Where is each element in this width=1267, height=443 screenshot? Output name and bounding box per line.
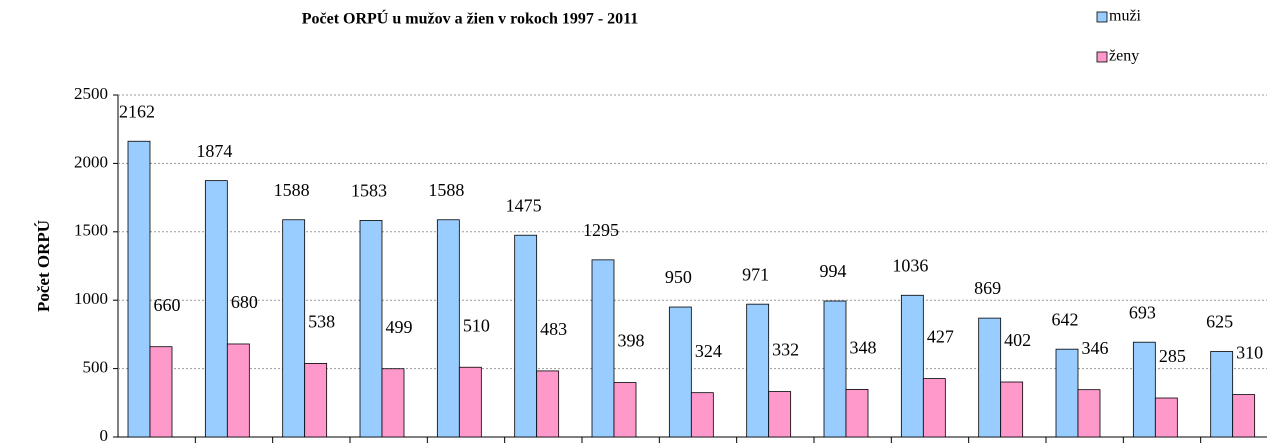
- bar: [204, 180, 228, 438]
- value-label: 483: [540, 319, 567, 339]
- value-label: 1475: [506, 195, 542, 215]
- legend-swatch: [1096, 11, 1108, 23]
- value-label: 348: [850, 338, 877, 358]
- value-label: 427: [927, 327, 954, 347]
- value-label: 1036: [892, 255, 928, 275]
- bar: [823, 300, 847, 438]
- bar: [458, 366, 482, 438]
- bar: [1154, 397, 1178, 438]
- value-label: 510: [463, 315, 490, 335]
- bar: [746, 303, 770, 438]
- y-tick-label: 2500: [74, 84, 108, 103]
- bar: [768, 391, 792, 438]
- value-label: 869: [974, 278, 1001, 298]
- legend-label: ženy: [1109, 48, 1139, 65]
- value-label: 660: [154, 295, 181, 315]
- value-label: 971: [742, 264, 769, 284]
- bar: [690, 392, 714, 438]
- bar: [1132, 341, 1156, 438]
- bar: [978, 317, 1002, 438]
- value-label: 346: [1082, 338, 1109, 358]
- chart-title: Počet ORPÚ u mužov a žien v rokoch 1997 …: [302, 9, 639, 28]
- value-label: 950: [665, 267, 692, 287]
- bar: [1055, 348, 1079, 438]
- value-label: 625: [1206, 312, 1233, 332]
- value-label: 1874: [196, 141, 232, 161]
- value-label: 642: [1052, 309, 1079, 329]
- bar: [381, 368, 405, 438]
- bar: [1077, 389, 1101, 438]
- bar: [845, 388, 869, 438]
- bar: [226, 343, 250, 438]
- legend-label: muži: [1109, 8, 1142, 25]
- y-axis-label: Počet ORPÚ: [34, 220, 53, 312]
- value-label: 332: [772, 340, 799, 360]
- bar: [922, 378, 946, 438]
- bar: [359, 220, 383, 438]
- bar: [900, 294, 924, 438]
- value-label: 1295: [583, 220, 619, 240]
- bar: [591, 259, 615, 438]
- bar: [1000, 381, 1024, 438]
- bar: [149, 346, 173, 438]
- y-tick-label: 0: [100, 426, 109, 443]
- value-label: 994: [820, 261, 847, 281]
- value-label: 310: [1236, 343, 1263, 363]
- value-label: 499: [386, 317, 413, 337]
- value-label: 402: [1004, 330, 1031, 350]
- value-label: 398: [618, 331, 645, 351]
- bar: [668, 306, 692, 438]
- value-label: 1583: [351, 181, 387, 201]
- value-label: 324: [695, 341, 722, 361]
- value-label: 693: [1129, 302, 1156, 322]
- y-tick-label: 1000: [74, 289, 108, 308]
- value-label: 680: [231, 292, 258, 312]
- value-label: 2162: [119, 101, 155, 121]
- bar: [514, 234, 538, 438]
- y-tick-label: 1500: [74, 221, 108, 240]
- bar: [127, 140, 151, 438]
- y-tick-label: 2000: [74, 152, 108, 171]
- bar: [282, 219, 306, 438]
- bar: [536, 370, 560, 438]
- bar: [613, 382, 637, 438]
- legend-swatch: [1096, 51, 1108, 63]
- bar: [436, 219, 460, 438]
- value-label: 285: [1159, 346, 1186, 366]
- bar: [1210, 351, 1234, 438]
- value-label: 1588: [428, 180, 464, 200]
- value-label: 538: [308, 312, 335, 332]
- bar: [1232, 394, 1256, 438]
- bar: [304, 363, 328, 438]
- value-label: 1588: [274, 180, 310, 200]
- y-tick-label: 500: [83, 358, 109, 377]
